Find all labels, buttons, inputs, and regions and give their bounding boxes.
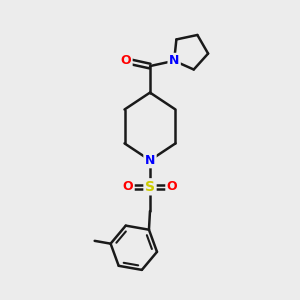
Text: O: O xyxy=(167,180,177,193)
Text: O: O xyxy=(123,180,133,193)
Text: N: N xyxy=(145,154,155,167)
Text: S: S xyxy=(145,180,155,194)
Text: N: N xyxy=(169,54,179,67)
Text: O: O xyxy=(121,54,131,67)
